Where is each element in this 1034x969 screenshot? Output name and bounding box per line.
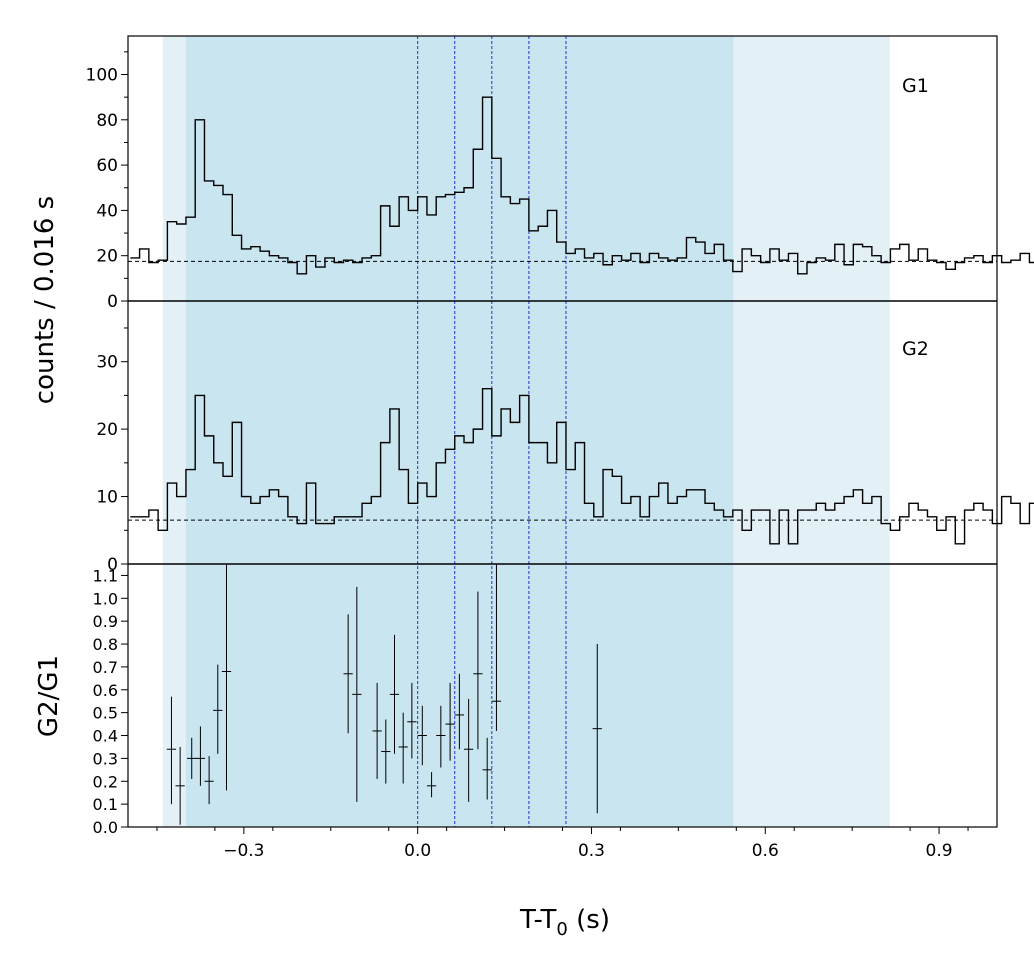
ratio-point (213, 664, 223, 754)
ratio-point (407, 682, 417, 759)
ratio-point (491, 564, 502, 731)
ratio-ytick-label: 0.4 (93, 727, 118, 746)
ratio-point (473, 591, 483, 750)
xtick-label: 0.3 (578, 841, 605, 861)
panel-label-g1: G1 (902, 75, 929, 97)
ratio-point (221, 564, 232, 791)
g2-lightcurve (130, 387, 1034, 545)
ratio-point (372, 682, 382, 779)
y-axis-label-counts: counts / 0.016 s (30, 196, 60, 404)
ratio-ytick-label: 0.0 (93, 818, 118, 837)
ratio-ytick-label: 0.7 (93, 658, 118, 677)
x-axis-label-unit: (s) (568, 905, 610, 935)
ratio-point (204, 756, 214, 805)
ratio-ytick-label: 0.9 (93, 612, 118, 631)
xtick-label: 0.9 (926, 841, 953, 861)
xtick-label: −0.3 (223, 841, 264, 861)
panel-label-g2: G2 (902, 338, 929, 360)
g2-ytick-label: 10 (96, 488, 118, 508)
ratio-ytick-label: 0.3 (93, 749, 118, 768)
g1-ytick-label: 60 (96, 156, 118, 176)
x-axis-label: T-T0 (s) (519, 905, 610, 940)
x-axis-label-main: T-T (519, 905, 556, 935)
g1-ytick-label: 20 (96, 247, 118, 267)
ratio-point (187, 737, 197, 779)
ratio-ytick-label: 0.8 (93, 635, 118, 654)
ratio-ytick-label: 0.6 (93, 681, 118, 700)
g1-ytick-label: 80 (96, 111, 118, 131)
g1-ytick-label: 0 (107, 292, 118, 312)
panel-g1 (128, 96, 1034, 275)
ratio-point (398, 712, 408, 784)
ratio-point (464, 698, 474, 802)
ratio-point (417, 705, 427, 766)
axes-frames: 0 20 40 60 80 100 0 10 20 30 0.0 0.1 0.2 0.3 0.4 0.5 0.6… (86, 35, 998, 861)
panel-g2 (128, 387, 1034, 545)
xtick-label: 0.6 (752, 841, 779, 861)
g1-ytick-label: 100 (86, 66, 118, 86)
ratio-point (426, 772, 437, 798)
g2-ytick-label: 30 (96, 353, 118, 373)
ratio-ytick-label: 0.2 (93, 772, 118, 791)
ratio-ytick-label: 1.0 (93, 589, 118, 608)
ratio-point (592, 644, 602, 814)
panel-ratio (166, 564, 602, 825)
ratio-point (445, 682, 455, 761)
ratio-point (482, 737, 492, 800)
ratio-point (166, 696, 177, 805)
ratio-point (352, 586, 362, 802)
y-axis-label-ratio: G2/G1 (34, 655, 64, 737)
ratio-ytick-label: 0.5 (93, 704, 118, 723)
g2-ytick-label: 20 (96, 420, 118, 440)
ratio-ytick-label: 1.1 (93, 566, 118, 585)
ratio-point (389, 634, 400, 754)
xtick-label: 0.0 (404, 841, 431, 861)
ratio-point (195, 726, 206, 786)
g2-ytick-label: 0 (107, 555, 118, 575)
shaded-intervals (162, 36, 890, 827)
ratio-ytick-label: 0.1 (93, 795, 118, 814)
ratio-point (343, 614, 353, 734)
ratio-point (175, 746, 185, 825)
x-axis-label-sub: 0 (556, 919, 567, 940)
ratio-point (454, 673, 465, 750)
ratio-point (436, 705, 446, 768)
ratio-point (381, 719, 391, 784)
g1-ytick-label: 40 (96, 201, 118, 221)
